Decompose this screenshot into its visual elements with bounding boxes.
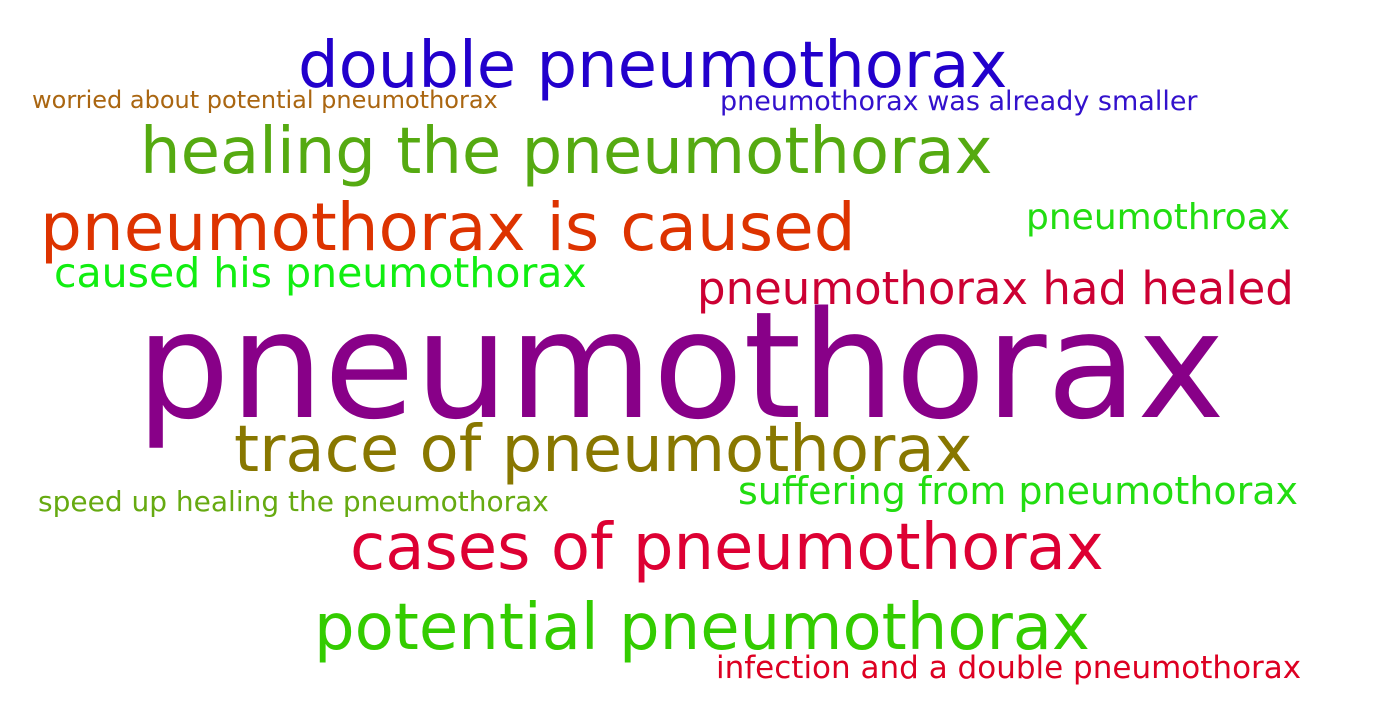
word-healing-the-pneumothorax: healing the pneumothorax — [140, 115, 993, 189]
word-speed-up-healing-the-pneumothorax: speed up healing the pneumothorax — [38, 485, 549, 518]
word-pneumothorax-was-already-smaller: pneumothorax was already smaller — [720, 86, 1198, 117]
word-worried-about-potential-pneumothorax: worried about potential pneumothorax — [32, 86, 498, 114]
word-suffering-from-pneumothorax: suffering from pneumothorax — [738, 469, 1298, 513]
word-double-pneumothorax: double pneumothorax — [298, 29, 1008, 103]
word-pneumothorax-had-healed: pneumothorax had healed — [697, 262, 1294, 315]
word-infection-and-a-double-pneumothorax: infection and a double pneumothorax — [716, 650, 1302, 686]
word-pneumothorax: pneumothorax — [136, 280, 1225, 452]
word-potential-pneumothorax: potential pneumothorax — [314, 591, 1090, 665]
word-pneumothroax: pneumothroax — [1026, 197, 1291, 238]
word-trace-of-pneumothorax: trace of pneumothorax — [234, 413, 973, 487]
word-cases-of-pneumothorax: cases of pneumothorax — [350, 511, 1104, 585]
word-caused-his-pneumothorax: caused his pneumothorax — [54, 249, 587, 297]
word-pneumothorax-is-caused: pneumothorax is caused — [40, 189, 856, 266]
